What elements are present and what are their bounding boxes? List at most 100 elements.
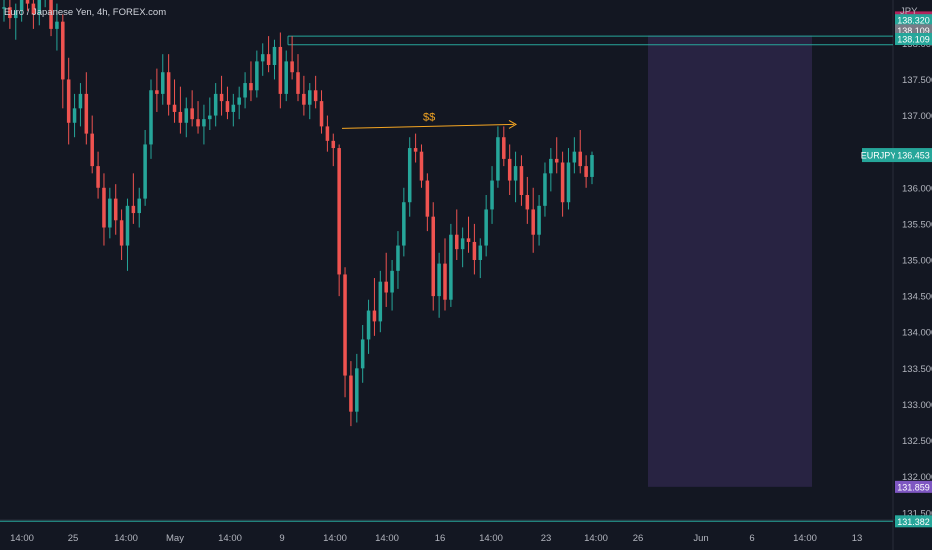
- candle-body: [219, 93, 224, 102]
- candle-body: [560, 162, 565, 203]
- x-tick-label: 9: [279, 533, 284, 544]
- candle-body: [366, 310, 371, 340]
- candle-body: [460, 238, 465, 250]
- candle-body: [454, 234, 459, 250]
- time-axis[interactable]: 14:00 25 14:00 May 14:00 9 14:00 14:00 16 14:00 23…: [10, 533, 862, 544]
- x-tick-label: 23: [541, 533, 552, 544]
- target-zone[interactable]: [648, 35, 812, 487]
- candle-body: [231, 104, 236, 112]
- candle-body: [296, 72, 300, 94]
- candle-body: [37, 0, 42, 15]
- x-tick-label: 26: [633, 533, 644, 544]
- last-price-label: 136.453: [897, 151, 930, 161]
- y-tick-label: 135.000: [902, 256, 932, 267]
- candle-body: [337, 148, 341, 275]
- candle-body: [225, 101, 230, 112]
- y-tick-label: 136.000: [902, 183, 932, 194]
- annotation[interactable]: $$: [341, 111, 518, 129]
- x-tick-label: May: [166, 533, 184, 544]
- candle-body: [425, 180, 430, 217]
- candle-body: [554, 158, 559, 163]
- price-tag: [895, 515, 932, 528]
- candle-body: [419, 151, 424, 181]
- candle-body: [149, 90, 153, 145]
- price-tag-label: 138.109: [897, 26, 930, 36]
- candle-body: [378, 281, 383, 322]
- candle-body: [537, 205, 541, 235]
- x-tick-label: 14:00: [218, 533, 242, 544]
- candle-body: [490, 180, 494, 210]
- candle-body: [413, 148, 418, 152]
- y-tick-label: 134.500: [902, 292, 932, 303]
- candle-body: [572, 151, 577, 163]
- candle-body: [307, 90, 312, 105]
- candle-body: [2, 7, 6, 9]
- candle-body: [84, 93, 89, 134]
- candle-body: [266, 54, 271, 65]
- candle-body: [143, 144, 147, 199]
- y-tick-label: 137.000: [902, 111, 932, 122]
- y-tick-label: 132.500: [902, 436, 932, 447]
- candle-body: [49, 0, 53, 29]
- price-tag: [895, 14, 932, 27]
- x-tick-label: 14:00: [479, 533, 503, 544]
- candle-body: [472, 241, 477, 260]
- candle-body: [90, 133, 94, 167]
- x-tick-label: 14:00: [323, 533, 347, 544]
- y-tick-label: 132.000: [902, 472, 932, 483]
- candle-body: [178, 111, 183, 123]
- candle-body: [19, 0, 24, 11]
- currency-label: JPY: [900, 6, 918, 17]
- candle-body: [343, 274, 347, 376]
- y-tick-label: 137.500: [902, 75, 932, 86]
- candle-body: [272, 46, 277, 65]
- candle-body: [96, 166, 100, 188]
- candle-body: [531, 209, 535, 235]
- candle-body: [396, 245, 400, 271]
- price-axis[interactable]: 138.000137.500137.000136.500136.000135.5…: [902, 39, 932, 519]
- x-tick-label: 25: [68, 533, 79, 544]
- candle-body: [243, 83, 247, 98]
- candle-body: [260, 54, 265, 62]
- candle-body: [496, 137, 500, 181]
- candle-body: [355, 368, 359, 412]
- price-tag-label: 131.859: [897, 482, 930, 492]
- last-price-tag: [895, 148, 932, 163]
- x-tick-label: 14:00: [793, 533, 817, 544]
- y-tick-label: 131.500: [902, 508, 932, 519]
- candle-body: [325, 126, 330, 141]
- x-tick-label: 14:00: [114, 533, 138, 544]
- price-tag-label: 131.382: [897, 517, 930, 527]
- candle-body: [249, 83, 253, 91]
- candle-body: [349, 375, 353, 412]
- candle-body: [66, 79, 71, 123]
- candle-body: [566, 162, 571, 203]
- price-tag: [895, 480, 932, 493]
- candle-body: [155, 90, 159, 94]
- candle-body: [284, 61, 289, 94]
- candle-body: [360, 339, 365, 369]
- candle-body: [102, 187, 106, 228]
- candle-body: [55, 21, 59, 29]
- candle-body: [449, 234, 453, 300]
- price-tags: 138.359138.320138.109138.109131.859131.3…: [861, 11, 932, 528]
- candle-body: [202, 119, 206, 127]
- candle-body: [590, 155, 594, 177]
- candles: [2, 0, 594, 427]
- candle-body: [213, 93, 218, 116]
- candle-body: [72, 108, 77, 123]
- x-tick-label: 16: [435, 533, 446, 544]
- annotation-arrow[interactable]: [341, 123, 515, 129]
- y-tick-label: 133.000: [902, 400, 932, 411]
- candle-body: [437, 263, 441, 297]
- candle-body: [443, 263, 447, 300]
- x-tick-label: Jun: [693, 533, 708, 544]
- arrow-head-icon: [508, 119, 518, 129]
- candle-body: [131, 205, 136, 214]
- candle-body: [160, 72, 165, 94]
- candle-body: [313, 90, 318, 102]
- x-tick-label: 6: [749, 533, 754, 544]
